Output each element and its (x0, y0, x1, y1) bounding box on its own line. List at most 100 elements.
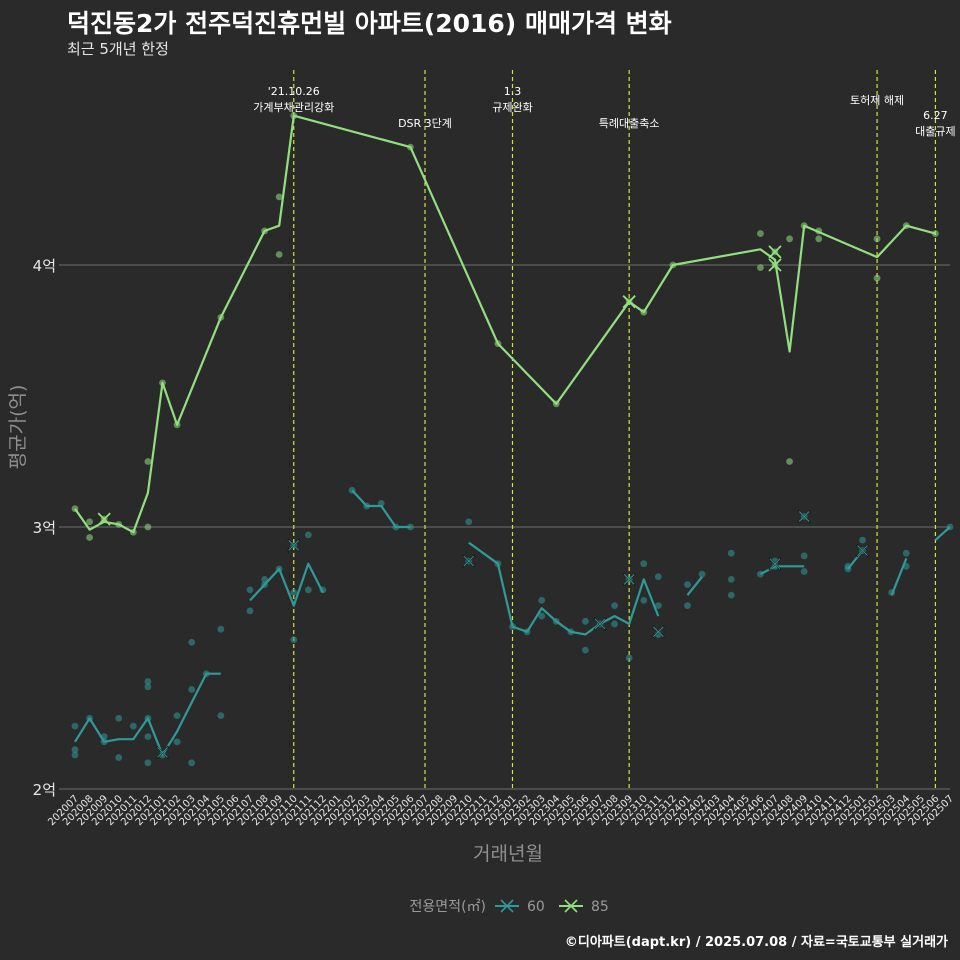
data-point-85 (86, 518, 93, 526)
event-annotation: '21.10.26 (268, 85, 320, 98)
series-line-60 (759, 565, 805, 576)
data-point-60 (465, 518, 473, 526)
cross-mark-60 (855, 543, 870, 558)
data-point-60 (144, 714, 152, 722)
data-point-60 (727, 549, 735, 557)
cross-mark-60 (768, 557, 782, 571)
legend-item-60: 60 (495, 899, 545, 915)
series-line-85 (74, 114, 936, 534)
data-point-60 (844, 562, 852, 570)
data-point-85 (71, 505, 79, 513)
cross-mark-stroke (594, 618, 606, 630)
chart-subtitle: 최근 5개년 한정 (67, 40, 169, 58)
data-point-60 (946, 523, 954, 531)
cross-mark-stroke (288, 539, 300, 551)
data-point-60 (202, 670, 210, 678)
event-annotation: 6.27 (923, 109, 948, 122)
data-point-60 (538, 596, 546, 604)
cross-mark-stroke (463, 555, 475, 567)
data-point-60 (654, 573, 662, 581)
data-point-60 (625, 654, 633, 662)
cross-mark-60 (622, 572, 636, 587)
data-point-85 (552, 400, 560, 408)
cross-mark-stroke (768, 258, 782, 272)
data-point-60 (582, 646, 589, 654)
cross-mark-60 (651, 625, 665, 639)
data-point-85 (407, 143, 414, 151)
data-point-85 (217, 314, 225, 321)
data-point-85 (290, 112, 298, 120)
data-point-60 (348, 486, 356, 494)
data-point-60 (611, 620, 618, 628)
source-caption: ©디아파트(dapt.kr) / 2025.07.08 / 자료=국토교통부 실… (564, 935, 948, 950)
cross-mark-60 (462, 554, 476, 568)
cross-mark-stroke (652, 626, 664, 638)
data-point-60 (71, 751, 79, 759)
cross-mark-stroke (157, 746, 168, 758)
data-point-60 (304, 586, 312, 594)
data-point-85 (144, 523, 152, 531)
legend: 전용면적(㎡) 60 85 (410, 899, 609, 915)
data-point-60 (144, 759, 152, 767)
data-point-60 (392, 523, 400, 531)
data-point-85 (275, 193, 283, 201)
data-point-60 (144, 683, 152, 691)
data-point-60 (407, 523, 414, 531)
data-point-60 (115, 714, 123, 722)
legend-key-cross (564, 899, 578, 913)
data-point-60 (261, 581, 268, 589)
data-point-85 (786, 458, 793, 465)
data-point-60 (552, 617, 560, 625)
series-line-60 (686, 576, 703, 596)
data-point-60 (523, 628, 531, 636)
data-point-60 (509, 623, 516, 630)
data-point-60 (684, 602, 691, 609)
cross-mark-85 (768, 245, 782, 259)
data-point-60 (217, 625, 225, 633)
cross-mark-stroke (768, 245, 782, 259)
chart-title: 덕진동2가 전주덕진휴먼빌 아파트(2016) 매매가격 변화 (67, 9, 672, 38)
data-point-85 (275, 251, 283, 258)
data-point-60 (246, 586, 254, 594)
x-axis-title: 거래년월 (473, 843, 543, 865)
data-point-85 (640, 308, 648, 316)
data-point-60 (582, 617, 589, 625)
data-point-60 (304, 531, 312, 539)
cross-mark-stroke (623, 574, 635, 585)
data-point-60 (144, 678, 152, 685)
legend-label: 85 (591, 899, 609, 915)
event-annotation: 규제완화 (492, 101, 532, 114)
data-point-60 (888, 589, 896, 596)
data-point-60 (261, 576, 268, 583)
data-point-85 (144, 458, 152, 465)
data-point-85 (86, 534, 93, 541)
cross-mark-stroke (857, 545, 868, 556)
cross-mark-stroke (798, 511, 810, 522)
data-point-60 (188, 686, 196, 693)
data-point-60 (902, 562, 910, 570)
cross-mark-85 (97, 512, 111, 526)
data-point-60 (654, 602, 662, 609)
data-point-85 (800, 222, 808, 230)
y-tick-label: 2억 (33, 781, 56, 799)
data-point-60 (859, 536, 866, 544)
legend-title: 전용면적(㎡) (410, 899, 486, 915)
data-point-85 (815, 235, 823, 243)
data-point-60 (538, 612, 546, 620)
cross-mark-60 (797, 509, 811, 524)
data-point-85 (932, 230, 939, 237)
data-point-60 (377, 500, 385, 507)
legend-label: 60 (527, 899, 545, 915)
cross-mark-stroke (622, 295, 636, 309)
data-point-60 (611, 602, 618, 609)
data-point-85 (786, 235, 793, 243)
data-point-60 (100, 733, 108, 740)
data-point-85 (902, 222, 910, 230)
y-axis-title: 평균가(억) (7, 385, 29, 470)
data-point-60 (173, 712, 181, 720)
data-point-60 (188, 759, 196, 767)
data-point-60 (757, 570, 764, 578)
data-point-60 (290, 589, 298, 596)
